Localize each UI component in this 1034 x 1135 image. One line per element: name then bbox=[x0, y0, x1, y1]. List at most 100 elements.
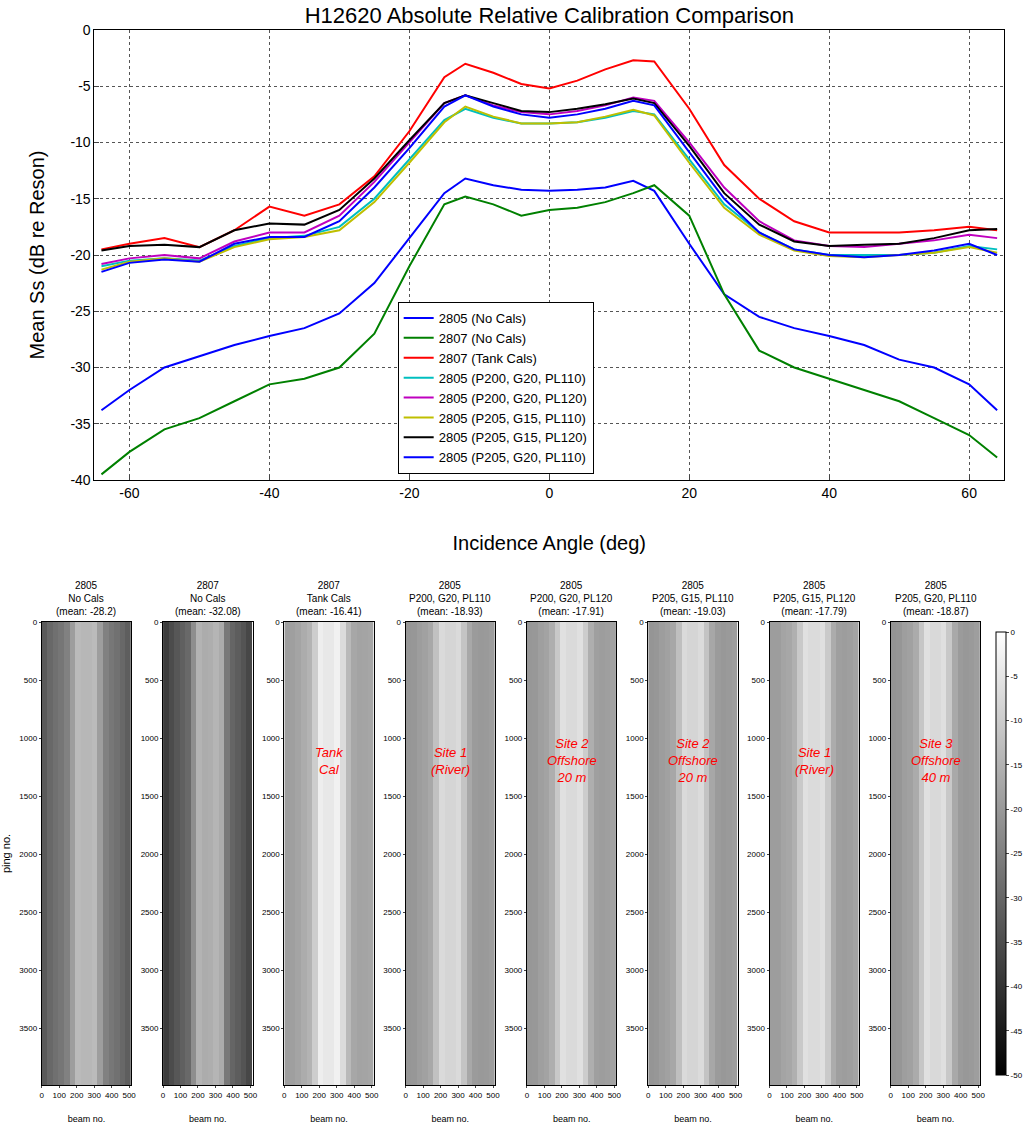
svg-text:200: 200 bbox=[70, 1091, 84, 1100]
svg-text:0: 0 bbox=[518, 618, 523, 627]
svg-text:2500: 2500 bbox=[141, 908, 159, 917]
svg-text:20: 20 bbox=[681, 485, 697, 501]
svg-text:Mean Ss (dB re Reson): Mean Ss (dB re Reson) bbox=[26, 151, 48, 360]
svg-text:0: 0 bbox=[83, 22, 91, 38]
svg-text:3000: 3000 bbox=[262, 966, 280, 975]
svg-text:400: 400 bbox=[590, 1091, 604, 1100]
svg-text:300: 300 bbox=[937, 1091, 951, 1100]
svg-text:-15: -15 bbox=[70, 191, 90, 207]
svg-text:400: 400 bbox=[833, 1091, 847, 1100]
svg-text:2000: 2000 bbox=[626, 850, 644, 859]
svg-text:400: 400 bbox=[469, 1091, 483, 1100]
svg-text:500: 500 bbox=[752, 676, 766, 685]
svg-text:1500: 1500 bbox=[383, 792, 401, 801]
svg-text:H12620 Absolute Relative Calib: H12620 Absolute Relative Calibration Com… bbox=[305, 3, 794, 28]
svg-text:300: 300 bbox=[209, 1091, 223, 1100]
svg-text:0: 0 bbox=[646, 1091, 651, 1100]
svg-text:500: 500 bbox=[145, 676, 159, 685]
svg-text:1000: 1000 bbox=[383, 734, 401, 743]
svg-text:0: 0 bbox=[525, 1091, 530, 1100]
svg-text:-40: -40 bbox=[1011, 982, 1023, 991]
svg-text:3500: 3500 bbox=[505, 1024, 523, 1033]
svg-text:400: 400 bbox=[226, 1091, 240, 1100]
svg-text:3500: 3500 bbox=[383, 1024, 401, 1033]
svg-text:100: 100 bbox=[416, 1091, 430, 1100]
svg-text:3500: 3500 bbox=[19, 1024, 37, 1033]
svg-text:500: 500 bbox=[509, 676, 523, 685]
svg-text:200: 200 bbox=[676, 1091, 690, 1100]
svg-text:0: 0 bbox=[1011, 628, 1016, 637]
svg-text:-5: -5 bbox=[78, 78, 91, 94]
svg-text:500: 500 bbox=[365, 1091, 379, 1100]
svg-text:200: 200 bbox=[313, 1091, 327, 1100]
svg-text:500: 500 bbox=[122, 1091, 136, 1100]
svg-text:2000: 2000 bbox=[383, 850, 401, 859]
svg-text:-60: -60 bbox=[119, 485, 139, 501]
svg-text:300: 300 bbox=[330, 1091, 344, 1100]
svg-text:3500: 3500 bbox=[747, 1024, 765, 1033]
svg-text:3000: 3000 bbox=[141, 966, 159, 975]
svg-text:0: 0 bbox=[40, 1091, 45, 1100]
svg-text:-45: -45 bbox=[1011, 1027, 1023, 1036]
svg-text:0: 0 bbox=[154, 618, 159, 627]
svg-text:-40: -40 bbox=[70, 472, 90, 488]
svg-text:-40: -40 bbox=[259, 485, 279, 501]
svg-text:-5: -5 bbox=[1011, 672, 1019, 681]
svg-text:3500: 3500 bbox=[626, 1024, 644, 1033]
svg-text:2807Tank Cals(mean: -16.41): 2807Tank Cals(mean: -16.41) bbox=[296, 580, 362, 617]
svg-text:ping no.: ping no. bbox=[0, 834, 12, 873]
svg-text:3000: 3000 bbox=[868, 966, 886, 975]
svg-text:1500: 1500 bbox=[747, 792, 765, 801]
svg-text:500: 500 bbox=[24, 676, 38, 685]
svg-text:500: 500 bbox=[630, 676, 644, 685]
svg-text:-30: -30 bbox=[70, 359, 90, 375]
svg-text:1500: 1500 bbox=[141, 792, 159, 801]
svg-text:0: 0 bbox=[275, 618, 280, 627]
svg-text:2805 (P200, G20, PL120): 2805 (P200, G20, PL120) bbox=[439, 391, 587, 406]
svg-text:100: 100 bbox=[659, 1091, 673, 1100]
svg-text:60: 60 bbox=[961, 485, 977, 501]
svg-text:Site 1(River): Site 1(River) bbox=[431, 745, 470, 777]
svg-text:0: 0 bbox=[882, 618, 887, 627]
svg-text:2805 (No Cals): 2805 (No Cals) bbox=[439, 311, 526, 326]
svg-text:beam no.: beam no. bbox=[917, 1114, 955, 1124]
svg-text:2805P205, G15, PL110(mean: -19: 2805P205, G15, PL110(mean: -19.03) bbox=[652, 580, 734, 617]
svg-text:2805 (P205, G20, PL110): 2805 (P205, G20, PL110) bbox=[439, 450, 586, 465]
svg-text:1000: 1000 bbox=[747, 734, 765, 743]
svg-text:100: 100 bbox=[780, 1091, 794, 1100]
svg-text:100: 100 bbox=[538, 1091, 552, 1100]
svg-text:-20: -20 bbox=[70, 247, 90, 263]
svg-text:2805 (P200, G20, PL110): 2805 (P200, G20, PL110) bbox=[439, 371, 586, 386]
svg-text:Site 2Offshore20 m: Site 2Offshore20 m bbox=[547, 736, 597, 785]
svg-text:2000: 2000 bbox=[505, 850, 523, 859]
svg-text:2805P205, G20, PL110(mean: -18: 2805P205, G20, PL110(mean: -18.87) bbox=[895, 580, 977, 617]
svg-text:2805P200, G20, PL110(mean: -18: 2805P200, G20, PL110(mean: -18.93) bbox=[409, 580, 491, 617]
svg-text:500: 500 bbox=[388, 676, 402, 685]
svg-text:0: 0 bbox=[397, 618, 402, 627]
svg-text:2807No Cals(mean: -32.08): 2807No Cals(mean: -32.08) bbox=[175, 580, 241, 617]
svg-text:2000: 2000 bbox=[868, 850, 886, 859]
svg-text:500: 500 bbox=[486, 1091, 500, 1100]
svg-text:-25: -25 bbox=[1011, 849, 1023, 858]
svg-text:100: 100 bbox=[902, 1091, 916, 1100]
svg-text:beam no.: beam no. bbox=[553, 1114, 591, 1124]
svg-text:3000: 3000 bbox=[747, 966, 765, 975]
svg-text:2500: 2500 bbox=[747, 908, 765, 917]
svg-text:2000: 2000 bbox=[262, 850, 280, 859]
svg-text:beam no.: beam no. bbox=[310, 1114, 348, 1124]
svg-text:500: 500 bbox=[873, 676, 887, 685]
svg-text:2500: 2500 bbox=[868, 908, 886, 917]
svg-text:3000: 3000 bbox=[19, 966, 37, 975]
svg-text:0: 0 bbox=[403, 1091, 408, 1100]
svg-text:300: 300 bbox=[451, 1091, 465, 1100]
svg-text:500: 500 bbox=[850, 1091, 864, 1100]
svg-text:-35: -35 bbox=[1011, 938, 1023, 947]
svg-text:beam no.: beam no. bbox=[68, 1114, 106, 1124]
svg-text:-35: -35 bbox=[70, 416, 90, 432]
svg-text:Site 2Offshore20 m: Site 2Offshore20 m bbox=[668, 736, 718, 785]
svg-text:0: 0 bbox=[767, 1091, 772, 1100]
svg-text:500: 500 bbox=[266, 676, 280, 685]
svg-text:300: 300 bbox=[573, 1091, 587, 1100]
svg-text:beam no.: beam no. bbox=[432, 1114, 470, 1124]
svg-text:400: 400 bbox=[348, 1091, 362, 1100]
